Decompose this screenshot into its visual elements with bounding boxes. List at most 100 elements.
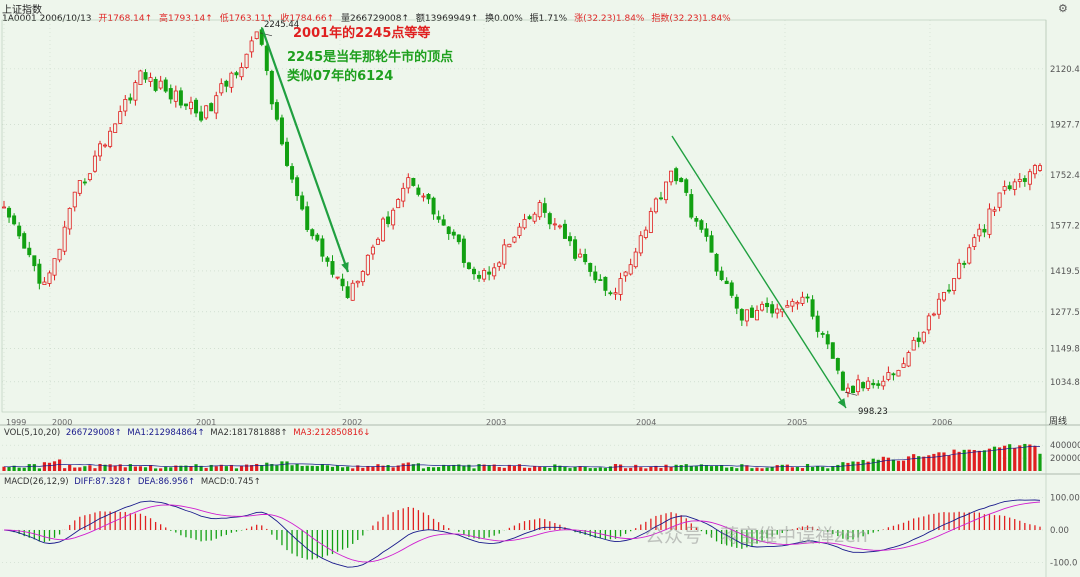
volume-bar <box>12 465 16 471</box>
volume-bar <box>967 449 971 471</box>
low-value: 低1763.11↑ <box>219 14 274 24</box>
candle-body <box>310 229 315 237</box>
candle-body <box>401 187 406 202</box>
candle-body <box>810 299 815 317</box>
volume-bar <box>856 461 860 471</box>
candle-body <box>613 292 618 295</box>
volume-bar <box>826 468 830 471</box>
volume-bar <box>128 464 132 471</box>
volume-bar <box>442 464 446 471</box>
candle-body <box>446 226 451 235</box>
candle-body <box>42 281 47 285</box>
candle-body <box>123 99 128 112</box>
macd-tick-label: 0.00 <box>1050 526 1069 536</box>
watermark-text: 公众号 · 蒋宝维中误禅zen <box>645 525 868 547</box>
volume-bar <box>169 467 173 471</box>
volume-panel-header: VOL(5,10,20) 266729008↑ MA1:212984864↑ M… <box>4 428 373 438</box>
volume-bar <box>831 466 835 471</box>
macd-tick-label: 100.00 <box>1050 494 1080 504</box>
annotation-green-line1: 2245是当年那轮牛市的顶点 <box>287 50 454 65</box>
candle-body <box>22 233 27 249</box>
candle-body <box>103 144 108 147</box>
candle-body <box>1002 186 1007 191</box>
volume-bar <box>992 446 997 471</box>
trend-arrow-2001 <box>260 27 350 273</box>
volume-bar <box>517 464 522 471</box>
macd-dif: DIFF:87.328↑ <box>74 477 133 487</box>
volume-ma-line <box>3 445 1041 468</box>
volume-bar <box>209 464 213 471</box>
candle-body <box>153 78 158 91</box>
candle-body <box>522 219 527 229</box>
candle-body <box>694 218 699 222</box>
volume-bar <box>325 465 330 471</box>
candle-body <box>82 181 87 184</box>
candle-body <box>992 209 997 212</box>
volume-bar <box>745 465 749 471</box>
candle-body <box>290 166 295 180</box>
volume-bar <box>912 454 916 471</box>
volume-bar <box>770 466 774 471</box>
candle-body <box>219 83 224 94</box>
candle-body <box>466 262 471 270</box>
volume-bar <box>159 468 163 471</box>
candle-body <box>603 276 608 291</box>
volume-bar <box>735 468 739 471</box>
price-panel-frame <box>1 19 1047 413</box>
volume-bar <box>588 468 592 471</box>
volume-bar <box>174 465 178 471</box>
candle-body <box>249 40 254 53</box>
volume-bar <box>755 467 759 471</box>
volume-bar <box>816 466 820 471</box>
candle-body <box>1027 171 1032 185</box>
volume-bar <box>330 466 335 471</box>
volume-bar <box>624 468 628 471</box>
volume-bar <box>224 466 228 471</box>
volume-bar <box>841 462 845 471</box>
x-tick-label: 2006 <box>932 418 952 427</box>
candle-body <box>967 247 972 264</box>
settings-gear-icon[interactable]: ⚙ <box>1058 2 1068 15</box>
price-tick-label: 1927.7 <box>1050 120 1080 130</box>
candle-body <box>825 334 830 345</box>
volume-bar <box>179 465 183 471</box>
amplitude-value: 振1.71% <box>529 14 568 24</box>
volume-bar <box>386 464 390 471</box>
candle-body <box>800 296 805 304</box>
volume-bar <box>725 467 729 471</box>
candle-body <box>285 141 290 166</box>
volume-bar <box>720 465 724 471</box>
volume-bar <box>603 468 607 471</box>
bottom-marker-line <box>844 392 858 396</box>
volume-bar <box>295 463 299 471</box>
volume-bar <box>1018 445 1022 471</box>
candle-body <box>183 103 188 107</box>
volume-bar <box>270 464 274 471</box>
volume-bar <box>972 449 976 471</box>
candle-body <box>300 195 305 210</box>
volume-bar <box>88 465 92 471</box>
candle-body <box>512 236 517 243</box>
candle-body <box>972 237 977 247</box>
volume-bar <box>709 466 714 471</box>
volume-bar <box>664 464 668 471</box>
trend-arrow-2004 <box>671 135 847 409</box>
volume-value: 量266729008↑ <box>340 14 410 24</box>
volume-bar <box>674 464 678 471</box>
volume-bar <box>52 461 57 471</box>
volume-bar <box>371 466 375 471</box>
volume-bar <box>154 468 158 471</box>
change-value: 涨(32.23)1.84% <box>574 14 645 24</box>
volume-bar <box>785 464 789 471</box>
volume-bar <box>937 452 941 471</box>
volume-tick-label: 400000 <box>1050 441 1080 451</box>
volume-bar <box>613 464 618 471</box>
candle-body <box>98 143 103 157</box>
candle-body <box>502 244 507 265</box>
volume-bar <box>669 467 673 471</box>
candle-body <box>790 301 795 307</box>
volume-bar <box>437 467 441 471</box>
candle-body <box>754 309 759 321</box>
candle-body <box>573 239 578 259</box>
candle-body <box>305 206 310 230</box>
